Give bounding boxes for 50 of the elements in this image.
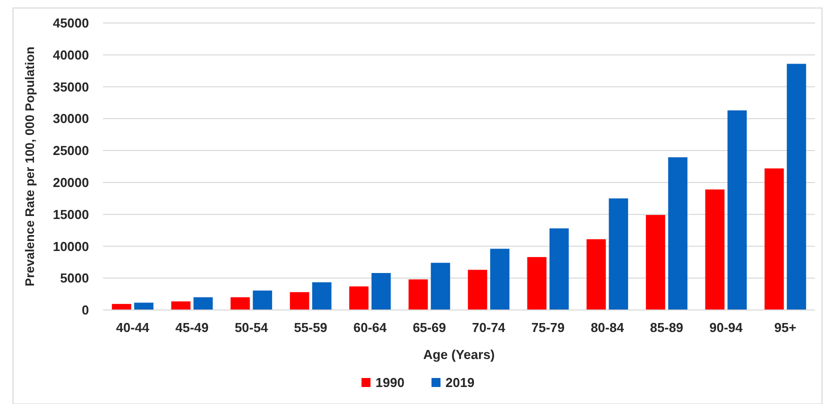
bar bbox=[646, 214, 666, 310]
y-tick-label: 0 bbox=[82, 302, 89, 318]
x-tick-label: 95+ bbox=[774, 320, 797, 335]
legend-label: 1990 bbox=[376, 375, 404, 390]
y-tick-label: 35000 bbox=[52, 79, 89, 94]
bar bbox=[134, 302, 154, 310]
bar bbox=[728, 110, 747, 310]
bar bbox=[194, 297, 213, 310]
x-tick-label: 75-79 bbox=[531, 320, 565, 335]
bar bbox=[290, 292, 310, 310]
bar bbox=[527, 257, 546, 310]
y-tick-label: 45000 bbox=[52, 16, 89, 31]
bar bbox=[764, 168, 784, 310]
bar bbox=[786, 64, 806, 310]
legend-label: 2019 bbox=[446, 375, 474, 390]
bar bbox=[252, 290, 272, 310]
x-tick-label: 80-84 bbox=[590, 320, 625, 335]
bar bbox=[112, 304, 132, 310]
y-tick-label: 20000 bbox=[52, 174, 89, 190]
x-tick-label: 50-54 bbox=[234, 320, 269, 335]
x-tick-label: 85-89 bbox=[650, 320, 684, 335]
bar bbox=[408, 279, 428, 310]
bar bbox=[468, 270, 488, 310]
bar bbox=[490, 248, 510, 310]
y-tick-label: 15000 bbox=[52, 206, 89, 222]
bar bbox=[608, 198, 628, 310]
x-tick-label: 65-69 bbox=[412, 320, 446, 335]
x-tick-label: 55-59 bbox=[294, 320, 328, 335]
bar bbox=[372, 273, 391, 310]
bar bbox=[668, 157, 688, 310]
x-tick-label: 60-64 bbox=[353, 320, 388, 335]
y-tick-label: 25000 bbox=[52, 143, 89, 158]
bar bbox=[349, 286, 368, 310]
x-tick-label: 70-74 bbox=[472, 320, 506, 335]
bar bbox=[430, 262, 450, 310]
bar bbox=[550, 228, 569, 310]
bar bbox=[312, 282, 332, 310]
x-axis-title: Age (Years) bbox=[423, 347, 495, 362]
y-tick-label: 40000 bbox=[52, 47, 89, 62]
bar bbox=[586, 239, 606, 310]
bar bbox=[705, 189, 724, 310]
y-tick-label: 10000 bbox=[52, 238, 89, 254]
x-tick-label: 90-94 bbox=[709, 320, 744, 335]
bar bbox=[230, 297, 250, 310]
bar bbox=[171, 301, 190, 310]
y-tick-label: 5000 bbox=[60, 270, 89, 286]
x-tick-label: 40-44 bbox=[116, 320, 150, 335]
x-tick-label: 45-49 bbox=[175, 320, 209, 335]
y-tick-label: 30000 bbox=[52, 111, 89, 126]
y-axis-title: Prevalence Rate per 100, 000 Population bbox=[23, 46, 37, 286]
